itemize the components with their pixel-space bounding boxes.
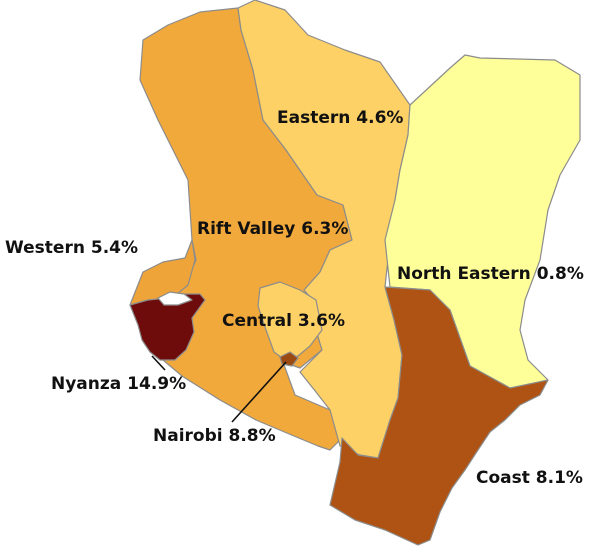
region-north-eastern [384,54,581,391]
label-western: Western 5.4% [5,238,138,258]
label-rift-valley: Rift Valley 6.3% [197,219,348,239]
label-eastern: Eastern 4.6% [277,108,403,128]
nyanza-leader-line [151,355,166,371]
lake-victoria [157,291,193,306]
label-central: Central 3.6% [222,311,345,331]
nairobi-leader-line [231,361,287,423]
label-coast: Coast 8.1% [476,468,583,488]
label-north-eastern: North Eastern 0.8% [397,264,584,284]
region-central [257,281,323,361]
label-nyanza: Nyanza 14.9% [51,374,186,394]
region-coast [329,286,549,546]
label-nairobi: Nairobi 8.8% [153,426,276,446]
